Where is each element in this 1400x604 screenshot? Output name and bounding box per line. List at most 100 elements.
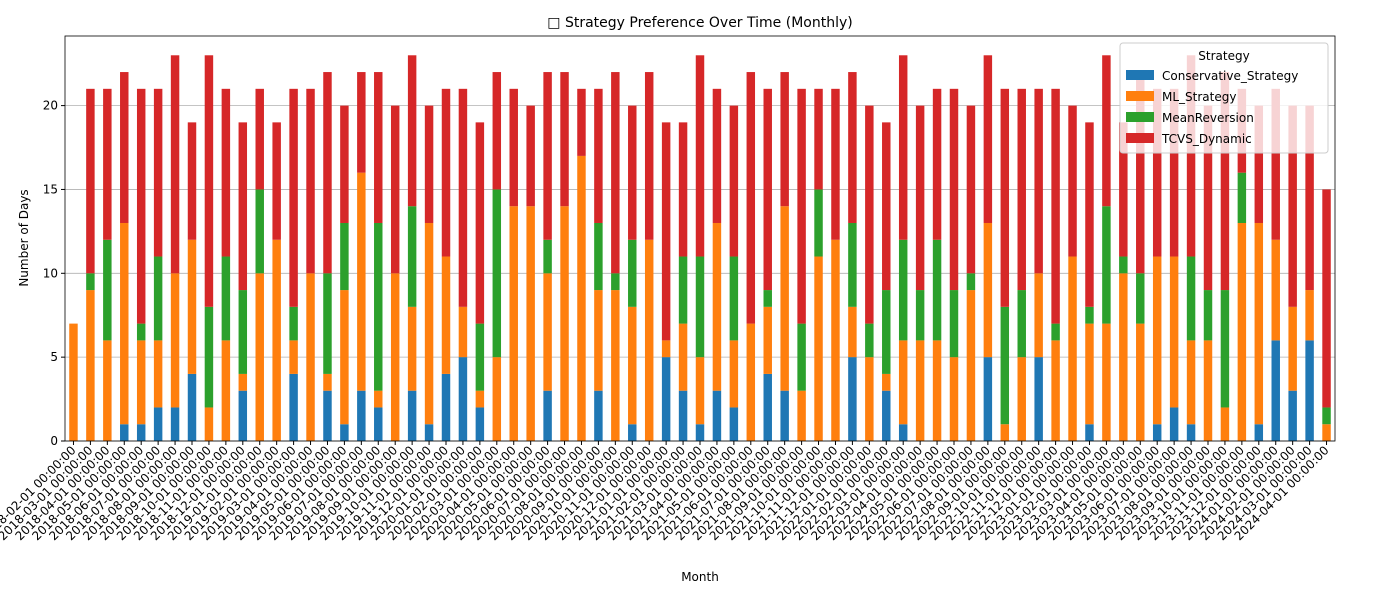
bar-segment [272,122,281,240]
bar-segment [1220,290,1230,408]
bar-segment [1136,323,1145,441]
bar-segment [628,105,637,240]
bar-segment [69,323,78,441]
bar-segment [882,390,891,441]
bar-segment [357,72,366,173]
bar-segment [86,290,95,441]
y-tick-label: 0 [50,434,58,448]
bar-segment [1271,239,1280,341]
bar-segment [1119,256,1128,274]
bar-segment [357,172,366,391]
bar-segment [340,424,349,441]
bar-segment [1000,424,1010,441]
bar-segment [1186,424,1196,441]
bar-segment [492,189,502,358]
bar-segment [407,55,417,207]
bar-segment [170,273,180,408]
bar-segment [204,55,214,307]
bar-segment [661,357,671,441]
bar-segment [1203,340,1213,441]
bar-segment [915,340,925,441]
bar-segment [780,206,789,391]
y-tick-label: 20 [43,99,58,113]
bar-segment [1085,306,1094,324]
bar-segment [424,105,434,223]
bar-segment [475,323,485,391]
legend-swatch [1126,70,1154,80]
bar-segment [407,306,417,391]
bar-segment [458,357,468,441]
bar-segment [238,373,248,391]
bar-segment [492,72,502,190]
bar-segment [136,340,146,425]
bar-segment [1169,407,1179,441]
bar-segment [153,407,163,441]
bar-segment [543,239,552,274]
bar-segment [255,273,264,441]
bar-segment [1288,306,1297,391]
bar-segment [238,390,248,441]
bar-segment [374,407,383,441]
bar-segment [1102,55,1111,207]
bar-segment [120,424,129,441]
bar-segment [255,88,264,190]
bar-segment [1085,424,1094,441]
bar-segment [475,390,485,408]
bar-segment [1271,88,1280,240]
bar-segment [1203,105,1213,291]
bar-segment [458,88,468,307]
bar-segment [712,222,722,391]
bar-segment [831,239,840,441]
bar-segment [1102,323,1111,441]
bar-segment [1305,290,1314,341]
bar-segment [695,357,705,425]
x-axis-label: Month [681,570,719,584]
bar-segment [1322,424,1331,441]
bar-segment [814,189,823,257]
bar-segment [678,390,688,441]
bar-segment [1169,256,1179,408]
bar-segment [577,88,586,156]
bar-segment [543,72,552,240]
bar-segment [729,105,739,257]
bar-segment [611,72,620,274]
bar-segment [1034,88,1043,274]
bar-segment [729,407,739,441]
bar-segment [153,88,163,257]
bar-segment [966,290,976,441]
bar-segment [187,239,197,374]
bar-segment [898,340,908,425]
bar-segment [289,340,298,374]
bar-segment [187,122,197,240]
bar-segment [120,222,129,425]
bar-segment [797,390,806,441]
bar-segment [1220,72,1230,291]
bar-segment [1017,357,1026,441]
bar-segment [594,222,603,291]
bar-segment [898,239,908,341]
bar-segment [187,373,197,441]
bar-segment [865,323,874,358]
bar-segment [1152,424,1162,441]
bar-segment [983,222,993,358]
bar-segment [458,306,468,358]
bar-segment [746,323,756,441]
bar-segment [594,290,603,391]
bar-segment [1220,407,1230,441]
bar-segment [1322,189,1331,408]
bar-segment [407,390,417,441]
bar-segment [323,72,332,274]
bar-segment [729,340,739,408]
bar-segment [763,373,772,441]
legend-label: Conservative_Strategy [1162,69,1298,83]
legend-label: TCVS_Dynamic [1161,132,1252,146]
bar-segment [340,222,349,291]
bar-segment [678,256,688,324]
bar-segment [238,122,248,291]
bar-segment [1119,273,1128,441]
plot-frame [64,35,1336,442]
bar-segment [1186,256,1196,341]
bar-segment [340,105,349,223]
bar-segment [374,72,383,223]
bar-segment [170,407,180,441]
